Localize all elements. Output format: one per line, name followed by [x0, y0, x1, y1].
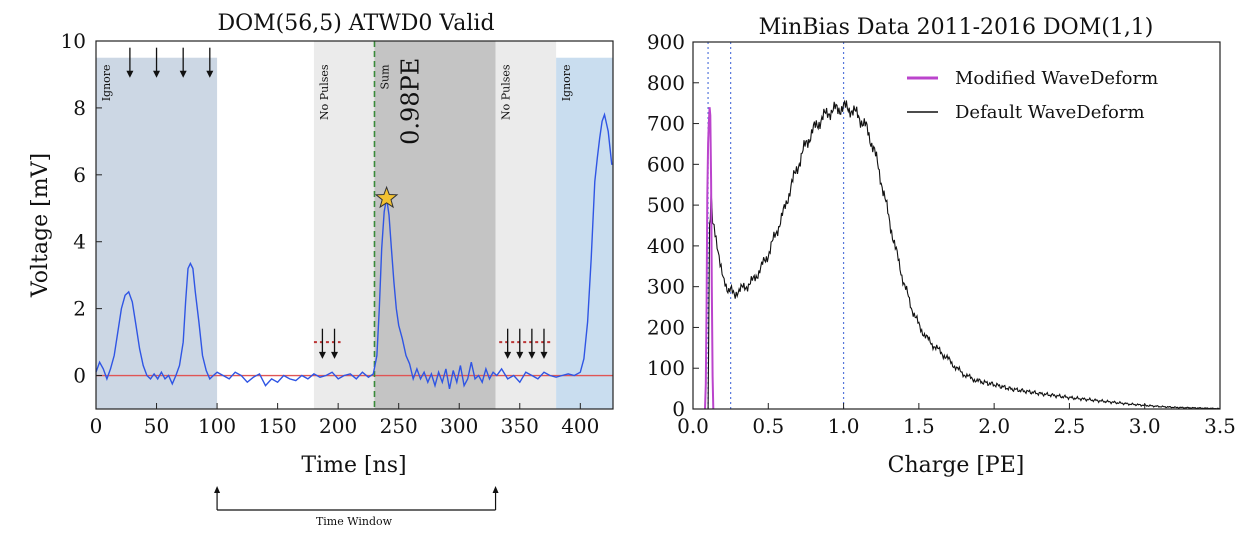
region-no_pulses-3	[495, 41, 557, 409]
y-tick-label: 4	[73, 230, 86, 254]
arrow-head-4	[318, 351, 326, 359]
y-tick-label: 700	[647, 112, 685, 136]
region-label-3: No Pulses	[500, 64, 513, 120]
y-tick-label: 400	[647, 234, 685, 258]
x-tick-label: 300	[440, 414, 478, 438]
region-ignore-0	[96, 57, 218, 410]
x-tick-label: 3.0	[1129, 414, 1161, 438]
y-tick-label: 0	[73, 364, 86, 388]
x-tick-label: 250	[380, 414, 418, 438]
y-tick-label: 6	[73, 163, 86, 187]
arrow-head-1	[153, 70, 161, 78]
series-line-1	[707, 99, 1220, 410]
y-tick-label: 8	[73, 96, 86, 120]
region-no_pulses-1	[313, 41, 375, 409]
x-tick-label: 200	[319, 414, 357, 438]
arrow-head-6	[504, 351, 512, 359]
region-label-0: Ignore	[100, 64, 113, 101]
x-tick-label: 100	[198, 414, 236, 438]
left-chart-title: DOM(56,5) ATWD0 Valid	[217, 11, 494, 36]
arrow-head-9	[540, 351, 548, 359]
y-tick-label: 100	[647, 356, 685, 380]
x-tick-label: 150	[259, 414, 297, 438]
left-region-labels: Ignore No Pulses Sum No Pulses Ignore 0.98PE	[100, 58, 573, 145]
left-y-axis-label: Voltage [mV]	[28, 153, 53, 298]
y-tick-label: 800	[647, 71, 685, 95]
left-waveform-layer	[95, 112, 613, 390]
y-tick-label: 600	[647, 152, 685, 176]
right-x-ticks: 0.0 0.5 1.0 1.5 2.0 2.5 3.0 3.5	[677, 403, 1236, 438]
y-tick-label: 10	[61, 29, 86, 53]
right-legend: Modified WaveDeform Default WaveDeform	[907, 68, 1158, 123]
arrow-head-3	[206, 70, 214, 78]
right-vlines	[707, 42, 845, 409]
y-tick-label: 0	[672, 397, 685, 421]
right-chart-title: MinBias Data 2011-2016 DOM(1,1)	[759, 15, 1154, 40]
arrow-head-2	[179, 70, 187, 78]
left-x-axis-label: Time [ns]	[301, 453, 406, 478]
x-tick-label: 400	[561, 414, 599, 438]
time-window-arrowhead-0	[214, 486, 221, 493]
y-tick-label: 500	[647, 193, 685, 217]
pulse-star-marker	[374, 185, 399, 209]
x-tick-label: 1.5	[903, 414, 935, 438]
time-window-arrowhead-1	[492, 486, 499, 493]
x-tick-label: 0.0	[677, 414, 709, 438]
left-y-ticks: 0 2 4 6 8 10	[61, 29, 102, 388]
x-tick-label: 0	[90, 414, 103, 438]
arrow-head-7	[516, 351, 524, 359]
sum-charge-label: 0.98PE	[396, 58, 424, 145]
arrow-head-8	[528, 351, 536, 359]
left-regions	[96, 41, 613, 410]
time-window-bracket	[214, 486, 499, 511]
region-sum-2	[374, 41, 496, 409]
right-plot-frame	[692, 41, 1221, 410]
y-tick-label: 900	[647, 30, 685, 54]
region-label-4: Ignore	[560, 64, 573, 101]
right-x-axis-label: Charge [PE]	[888, 453, 1025, 478]
time-window-label: Time Window	[316, 515, 393, 528]
x-tick-label: 350	[501, 414, 539, 438]
x-tick-label: 0.5	[752, 414, 784, 438]
y-tick-label: 2	[73, 297, 86, 321]
right-y-ticks: 0 100 200 300 400 500 600 700 800 900	[647, 30, 699, 421]
x-tick-label: 3.5	[1204, 414, 1236, 438]
left-x-ticks: 0 50 100 150 200 250 300 350 400	[90, 403, 599, 438]
right-series-layer	[704, 99, 1220, 410]
legend-label-0: Modified WaveDeform	[955, 68, 1158, 89]
x-tick-label: 2.0	[978, 414, 1010, 438]
waveform-line	[95, 112, 613, 390]
arrow-head-0	[126, 70, 134, 78]
x-tick-label: 50	[144, 414, 169, 438]
region-label-2: Sum	[378, 64, 391, 90]
series-line-0	[704, 107, 715, 410]
arrow-head-5	[331, 351, 339, 359]
x-tick-label: 1.0	[828, 414, 860, 438]
region-label-1: No Pulses	[318, 64, 331, 120]
left-plot-frame	[95, 40, 614, 410]
legend-label-1: Default WaveDeform	[955, 102, 1145, 123]
y-tick-label: 300	[647, 275, 685, 299]
left-chart: DOM(56,5) ATWD0 Valid Ignore No Pulses Sum…	[28, 11, 614, 528]
right-chart: MinBias Data 2011-2016 DOM(1,1) 0.0 0.5 1.…	[647, 15, 1236, 478]
x-tick-label: 2.5	[1054, 414, 1086, 438]
y-tick-label: 200	[647, 315, 685, 339]
left-markers	[126, 47, 548, 359]
